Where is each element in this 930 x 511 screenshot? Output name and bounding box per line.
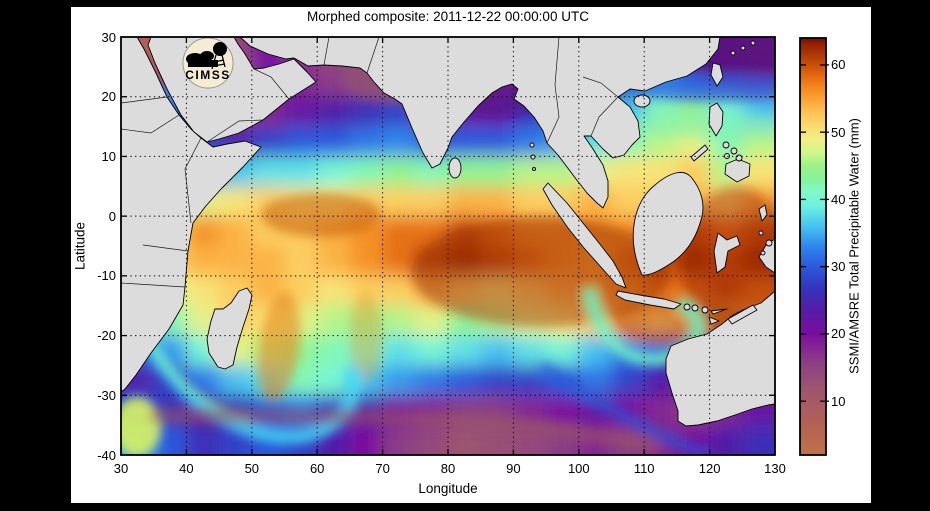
logo-text: CIMSS <box>185 68 231 82</box>
blue-band-southeast <box>537 360 714 455</box>
heatmap-cell <box>415 335 448 366</box>
landmass-java <box>615 290 682 310</box>
heatmap-cell <box>349 96 383 127</box>
heatmap-cell <box>382 335 416 366</box>
graticule-gridlines <box>121 37 775 455</box>
heatmap-cell <box>382 246 416 276</box>
island-timor <box>727 304 758 325</box>
heatmap-cell <box>284 96 318 127</box>
colorbar-ticks <box>800 64 829 402</box>
heatmap-cell <box>317 275 350 306</box>
logo-satellite-dish-icon <box>213 42 227 56</box>
landmass-madagascar <box>206 287 253 370</box>
heatmap-cell <box>349 126 383 157</box>
heatmap-cell <box>415 365 448 396</box>
heatmap-cell <box>382 365 416 396</box>
heatmap-cell <box>611 156 645 187</box>
heatmap-cell <box>317 246 350 276</box>
heatmap-cell <box>186 275 220 306</box>
heatmap-cell <box>382 126 416 157</box>
heatmap-cell <box>284 156 318 187</box>
heatmap-cell <box>284 126 318 157</box>
heatmap-cell <box>317 96 350 127</box>
heatmap-cell <box>448 335 481 366</box>
heatmap-cell <box>219 186 252 217</box>
island-sri-lanka <box>448 157 462 179</box>
heatmap-cell <box>513 186 547 217</box>
heatmap-cell <box>513 156 547 187</box>
heatmap-cell <box>317 335 350 366</box>
island-hainan <box>633 94 651 108</box>
heatmap-cell <box>415 186 448 217</box>
heatmap-cell <box>382 275 416 306</box>
heatmap-cell <box>186 425 220 455</box>
heatmap-cell <box>480 365 514 396</box>
heatmap-cell <box>219 365 252 396</box>
logo-skyline-silhouette <box>186 42 227 70</box>
heatmap-cell <box>251 156 285 187</box>
heatmap-cell <box>121 365 154 396</box>
heatmap-cell <box>251 246 285 276</box>
heatmap-cell <box>611 365 645 396</box>
heatmap-cell <box>186 246 220 276</box>
cimss-logo: CIMSS <box>182 37 234 89</box>
colorbar-frame <box>799 37 827 456</box>
heatmap-cell <box>382 425 416 455</box>
heatmap-cell <box>480 126 514 157</box>
heatmap-cell <box>219 216 252 246</box>
heatmap-cell <box>709 425 743 455</box>
heatmap-cell <box>317 365 350 396</box>
green-band-south-china-sea <box>630 112 775 138</box>
landmass-borneo <box>632 171 704 276</box>
country-borders <box>121 37 619 288</box>
dry-streak-south <box>150 407 663 455</box>
heatmap-cell <box>480 156 514 187</box>
heatmap-cell <box>480 425 514 455</box>
island-taiwan <box>710 62 724 87</box>
island-palawan <box>690 144 709 162</box>
tpw-accent-features <box>121 37 775 455</box>
heatmap-cell <box>382 305 416 336</box>
orange-plume-madagascar <box>257 292 301 402</box>
island-luzon <box>708 102 724 137</box>
landmass-asia <box>239 37 721 209</box>
heatmap-cell <box>742 425 775 455</box>
heatmap-cell <box>480 335 514 366</box>
map-frame <box>120 36 776 456</box>
heatmap-cell <box>546 395 579 426</box>
heatmap-cell <box>382 156 416 187</box>
axis-ticks <box>121 37 775 455</box>
heatmap-cell <box>382 186 416 217</box>
colorbar-gradient <box>800 38 826 455</box>
heatmap-cell <box>317 305 350 336</box>
heatmap-cell <box>349 425 383 455</box>
heatmap-cell <box>676 425 710 455</box>
orange-plume-east <box>350 292 382 382</box>
landmass-sulawesi <box>713 232 741 274</box>
heatmap-cell <box>382 216 416 246</box>
heatmap-cell <box>448 425 481 455</box>
heatmap-cell <box>284 246 318 276</box>
yellow-green-corner-blob <box>121 397 161 455</box>
tpw-field-layer <box>121 37 775 455</box>
heatmap-cell <box>317 156 350 187</box>
heatmap-cell <box>513 126 547 157</box>
dark-red-core-central <box>411 217 671 327</box>
heatmap-cell <box>349 246 383 276</box>
landmass-sumatra <box>542 182 627 289</box>
heatmap-cell <box>448 365 481 396</box>
heatmap-cell <box>480 186 514 217</box>
dark-orange-somali-blob <box>261 193 381 237</box>
heatmap-cell <box>448 186 481 217</box>
heatmap-cell <box>317 126 350 157</box>
heatmap-cell <box>513 335 547 366</box>
heatmap-cell <box>546 335 579 366</box>
heatmap-cell <box>644 395 677 426</box>
heatmap-cell <box>415 305 448 336</box>
heatmap-cell <box>219 246 252 276</box>
heatmap-cell <box>349 156 383 187</box>
heatmap-cell <box>415 425 448 455</box>
